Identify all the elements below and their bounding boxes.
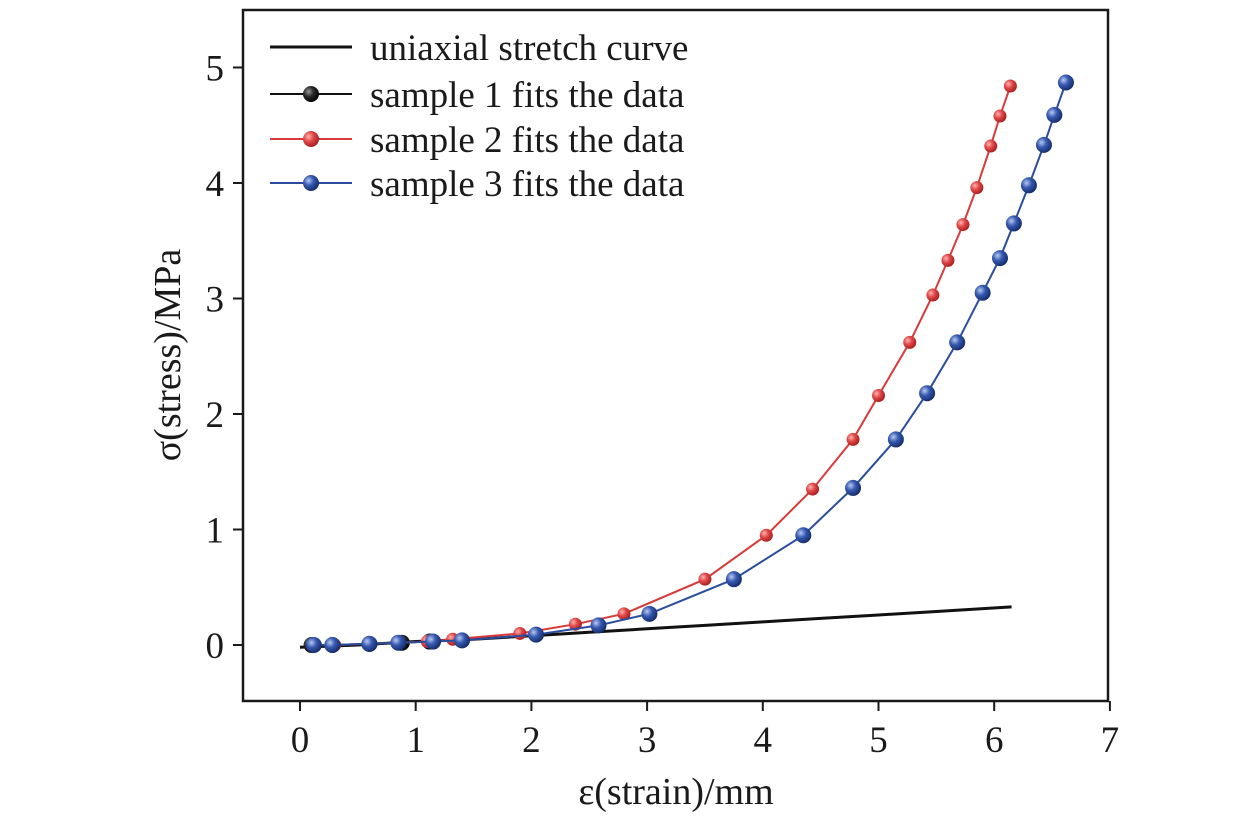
y-tick-label: 4 — [206, 164, 225, 205]
legend-label: sample 1 fits the data — [370, 75, 684, 116]
data-point — [361, 635, 378, 652]
plot-area — [241, 8, 1110, 703]
x-tick-label: 3 — [638, 720, 657, 761]
series-4 — [305, 74, 1074, 653]
data-point — [984, 139, 998, 153]
data-point — [926, 288, 940, 302]
data-point — [590, 617, 607, 634]
data-point — [795, 527, 812, 544]
data-point — [453, 632, 470, 649]
data-point — [305, 637, 322, 653]
legend-item: sample 3 fits the data — [270, 164, 684, 205]
data-point — [974, 284, 991, 301]
legend-item: sample 1 fits the data — [270, 75, 684, 116]
data-point — [949, 334, 966, 351]
data-point — [425, 633, 442, 650]
y-tick-label: 2 — [206, 395, 225, 436]
series-layer — [299, 74, 1074, 653]
y-tick-label: 1 — [206, 511, 225, 552]
data-point — [390, 634, 407, 651]
y-axis-ticks: 0 1 2 3 4 5 — [206, 49, 243, 667]
data-point — [956, 218, 970, 232]
y-axis-title: σ(stress)/MPa — [147, 249, 189, 462]
data-point — [903, 335, 917, 349]
x-tick-label: 5 — [869, 720, 888, 761]
data-point — [513, 626, 527, 640]
legend-swatch-marker — [303, 86, 319, 102]
legend-label: sample 3 fits the data — [370, 164, 684, 205]
data-point — [919, 385, 936, 402]
data-point — [1020, 177, 1037, 194]
data-point — [1005, 215, 1022, 232]
data-point — [993, 109, 1007, 123]
data-point — [698, 572, 712, 586]
y-tick-label: 3 — [206, 280, 225, 321]
legend-label: uniaxial stretch curve — [370, 28, 688, 69]
x-tick-label: 7 — [1101, 720, 1120, 761]
data-point — [887, 431, 904, 448]
data-point — [845, 479, 862, 496]
x-tick-label: 1 — [406, 720, 425, 761]
data-point — [759, 528, 773, 542]
x-axis-ticks: 0 1 2 3 4 5 6 7 — [291, 701, 1119, 761]
data-point — [970, 181, 984, 195]
data-point — [324, 637, 341, 653]
data-point — [1046, 106, 1063, 123]
y-tick-label: 0 — [206, 626, 225, 667]
x-tick-label: 2 — [522, 720, 541, 761]
x-axis-title: ε(strain)/mm — [578, 771, 773, 813]
series-line — [313, 82, 1067, 646]
data-point — [725, 571, 742, 588]
legend-swatch-marker — [303, 131, 319, 147]
legend-label: sample 2 fits the data — [370, 120, 684, 161]
data-point — [806, 482, 820, 496]
data-point — [1003, 79, 1017, 93]
x-tick-label: 6 — [985, 720, 1004, 761]
data-point — [846, 432, 860, 446]
legend-swatch-marker — [303, 175, 319, 191]
data-point — [1057, 74, 1074, 91]
data-point — [872, 389, 885, 403]
y-tick-label: 5 — [206, 49, 225, 90]
data-point — [941, 253, 955, 267]
data-point — [528, 626, 545, 643]
data-point — [991, 250, 1008, 267]
legend: uniaxial stretch curve sample 1 fits the … — [270, 28, 688, 205]
data-point — [617, 607, 631, 621]
data-point — [641, 605, 658, 622]
x-tick-label: 4 — [754, 720, 773, 761]
legend-item: sample 2 fits the data — [270, 120, 684, 161]
x-tick-label: 0 — [291, 720, 310, 761]
data-point — [1035, 136, 1052, 153]
legend-item: uniaxial stretch curve — [270, 28, 688, 69]
